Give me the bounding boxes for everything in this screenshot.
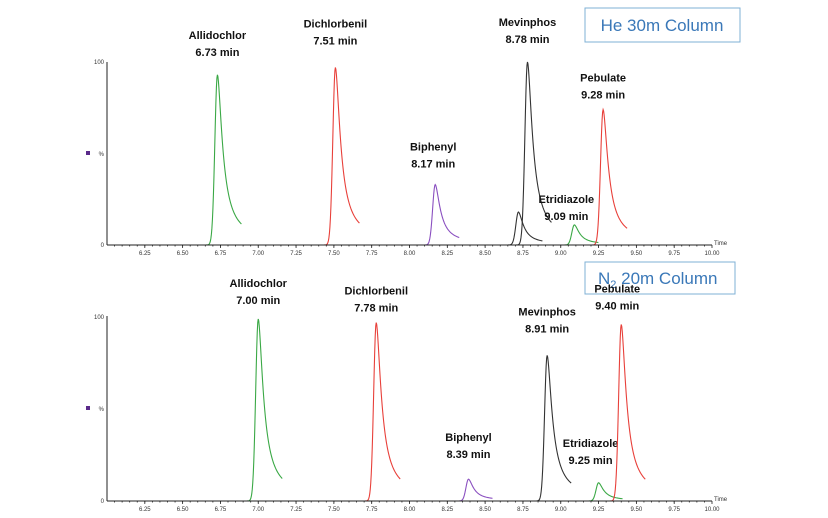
peak-time-label: 9.09 min bbox=[544, 211, 588, 223]
x-tick-label: 9.50 bbox=[631, 251, 643, 257]
x-tick-label: 7.00 bbox=[252, 251, 264, 257]
peak-pebulate bbox=[609, 324, 646, 502]
peak-name-label: Pebulate bbox=[580, 73, 626, 85]
x-tick-label: 8.00 bbox=[404, 507, 416, 513]
x-tick-label: 7.75 bbox=[366, 507, 378, 513]
x-tick-label: 9.25 bbox=[593, 507, 605, 513]
peak-name-label: Mevinphos bbox=[518, 306, 575, 318]
peak-name-label: Allidochlor bbox=[189, 30, 247, 42]
y-tick-0-he: 0 bbox=[101, 243, 105, 249]
panel-n2-20m: N2 20m Column Allidochlor 7.00 min Dichlor… bbox=[86, 261, 736, 513]
peak-allidochlor bbox=[246, 318, 283, 502]
x-tick-label: 8.50 bbox=[479, 251, 491, 257]
peak-biphenyl bbox=[456, 478, 493, 502]
y-tick-pct-n2: % bbox=[99, 407, 105, 413]
title-box-he bbox=[584, 7, 741, 43]
x-tick-label: 9.00 bbox=[555, 507, 567, 513]
x-tick-label: 6.25 bbox=[139, 251, 151, 257]
peak-name-label: Biphenyl bbox=[445, 432, 491, 444]
x-tick-label: 8.25 bbox=[441, 251, 453, 257]
peak-time-label: 7.00 min bbox=[236, 295, 280, 307]
x-tick-label: 10.00 bbox=[704, 251, 720, 257]
x-tick-label: 7.50 bbox=[328, 251, 340, 257]
peak-time-label: 9.25 min bbox=[569, 455, 613, 467]
x-tick-label: 7.25 bbox=[290, 251, 302, 257]
x-tick-label: 9.75 bbox=[668, 251, 680, 257]
x-tick-label: 7.00 bbox=[252, 507, 264, 513]
x-tick-label: 10.00 bbox=[704, 507, 720, 513]
peak-dichlorbenil bbox=[323, 67, 360, 246]
x-tick-label: 8.25 bbox=[441, 507, 453, 513]
peak-biphenyl bbox=[423, 183, 460, 246]
x-tick-label: 8.75 bbox=[517, 251, 529, 257]
x-tick-label: 8.75 bbox=[517, 507, 529, 513]
x-tick-label: 6.50 bbox=[177, 251, 189, 257]
title-n: N bbox=[598, 269, 610, 288]
x-axis-label-n2: Time bbox=[714, 497, 728, 503]
chart-title-he: He 30m Column bbox=[601, 16, 724, 35]
peak-name-label: Dichlorbenil bbox=[304, 18, 368, 30]
peak-time-label: 8.78 min bbox=[505, 34, 549, 46]
peak-etridiazole bbox=[562, 224, 599, 246]
y-tick-pct-he: % bbox=[99, 152, 105, 158]
marker-square-n2 bbox=[86, 406, 90, 410]
x-tick-label: 7.25 bbox=[290, 507, 302, 513]
title-subscript: 2 bbox=[610, 279, 616, 291]
peak-name-label: Biphenyl bbox=[410, 142, 456, 154]
x-tick-label: 6.75 bbox=[215, 507, 227, 513]
x-axis-label-he: Time bbox=[714, 241, 728, 247]
x-tick-label: 7.50 bbox=[328, 507, 340, 513]
peak-allidochlor bbox=[205, 74, 242, 246]
peak-pebulate bbox=[591, 107, 628, 246]
x-tick-label: 9.00 bbox=[555, 251, 567, 257]
x-tick-label: 6.25 bbox=[139, 507, 151, 513]
peak-time-label: 6.73 min bbox=[195, 47, 239, 59]
peak-time-label: 9.28 min bbox=[581, 90, 625, 102]
y-tick-0-n2: 0 bbox=[101, 499, 105, 505]
x-tick-label: 8.00 bbox=[404, 251, 416, 257]
peak-time-label: 9.40 min bbox=[595, 300, 639, 312]
marker-square-he bbox=[86, 151, 90, 155]
peak-time-label: 8.39 min bbox=[446, 449, 490, 461]
x-tick-label: 6.50 bbox=[177, 507, 189, 513]
panel-he-30m: He 30m Column Allidochlor 6.73 min Dichlor… bbox=[86, 7, 741, 257]
y-tick-100-he: 100 bbox=[94, 60, 105, 66]
x-tick-label: 8.50 bbox=[479, 507, 491, 513]
peak-time-label: 7.78 min bbox=[354, 303, 398, 315]
peak-name-label: Etridiazole bbox=[563, 438, 619, 450]
peak-time-label: 8.91 min bbox=[525, 323, 569, 335]
x-tick-label: 9.25 bbox=[593, 251, 605, 257]
x-tick-label: 6.75 bbox=[215, 251, 227, 257]
peak-name-label: Allidochlor bbox=[230, 278, 288, 290]
peak-dichlorbenil bbox=[364, 322, 401, 502]
peak-name-label: Pebulate bbox=[594, 283, 640, 295]
title-box-n2 bbox=[584, 261, 736, 295]
x-tick-label: 9.75 bbox=[668, 507, 680, 513]
peak-mevinphos bbox=[515, 61, 552, 246]
x-tick-label: 9.50 bbox=[631, 507, 643, 513]
peak-etridiazole bbox=[586, 482, 623, 502]
peak-shoulder bbox=[506, 211, 543, 246]
peak-time-label: 7.51 min bbox=[313, 35, 357, 47]
peak-name-label: Etridiazole bbox=[539, 194, 595, 206]
title-rest: 20m Column bbox=[616, 269, 717, 288]
x-tick-label: 7.75 bbox=[366, 251, 378, 257]
peak-time-label: 8.17 min bbox=[411, 159, 455, 171]
chart-title-n2: N2 20m Column bbox=[598, 269, 718, 291]
peak-name-label: Dichlorbenil bbox=[344, 286, 408, 298]
peak-mevinphos bbox=[535, 355, 572, 502]
peak-name-label: Mevinphos bbox=[499, 17, 556, 29]
y-tick-100-n2: 100 bbox=[94, 315, 105, 321]
